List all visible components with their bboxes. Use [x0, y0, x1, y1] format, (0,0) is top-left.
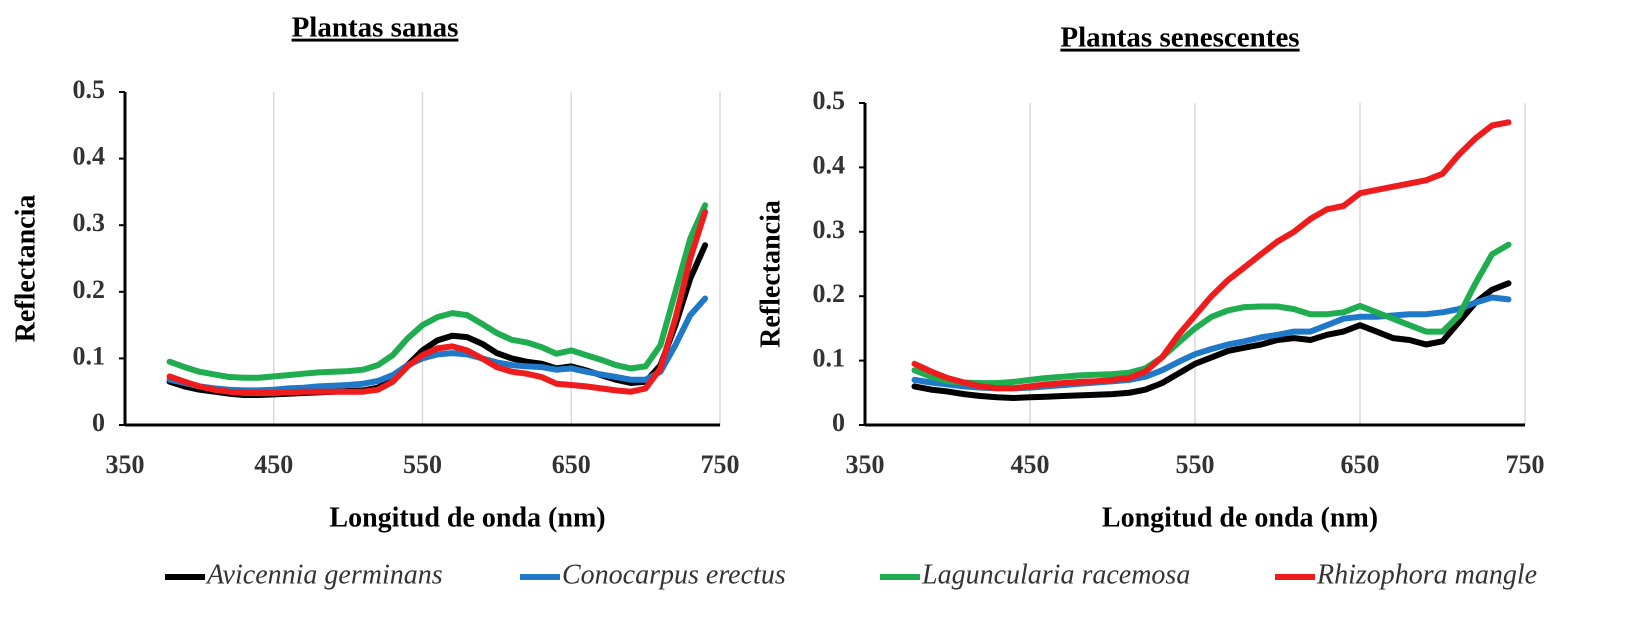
y-tick-label: 0.2 — [73, 275, 106, 304]
x-axis-label: Longitud de onda (nm) — [329, 502, 605, 533]
x-tick-label: 450 — [254, 450, 293, 479]
x-tick-label: 550 — [403, 450, 442, 479]
x-tick-label: 350 — [846, 450, 885, 479]
x-tick-label: 650 — [552, 450, 591, 479]
legend-label: Laguncularia racemosa — [921, 559, 1190, 590]
legend-label: Conocarpus erectus — [562, 559, 786, 590]
chart-title: Plantas sanas — [292, 12, 459, 44]
series-line — [166, 202, 709, 381]
series-line — [166, 208, 709, 396]
series-line — [911, 280, 1512, 401]
y-tick-label: 0 — [832, 408, 845, 437]
series-line — [911, 119, 1512, 392]
x-tick-label: 450 — [1011, 450, 1050, 479]
x-tick-label: 550 — [1176, 450, 1215, 479]
y-tick-label: 0.5 — [73, 75, 106, 104]
y-tick-label: 0.3 — [813, 215, 846, 244]
series-line — [911, 241, 1512, 387]
y-tick-label: 0.2 — [813, 279, 846, 308]
y-tick-label: 0.4 — [813, 150, 846, 179]
x-tick-label: 750 — [701, 450, 740, 479]
x-tick-label: 350 — [106, 450, 145, 479]
y-axis-label: Reflectancia — [10, 195, 41, 343]
y-tick-label: 0 — [92, 408, 105, 437]
y-axis-label: Reflectancia — [755, 200, 786, 348]
y-tick-label: 0.1 — [813, 344, 846, 373]
legend-label: Rhizophora mangle — [1316, 559, 1537, 590]
y-tick-label: 0.3 — [73, 208, 106, 237]
y-tick-label: 0.1 — [73, 341, 106, 370]
x-tick-label: 750 — [1506, 450, 1545, 479]
y-tick-label: 0.4 — [73, 142, 106, 171]
legend-label: Avicennia germinans — [205, 559, 443, 590]
y-tick-label: 0.5 — [813, 86, 846, 115]
chart-title: Plantas senescentes — [1060, 22, 1299, 54]
x-tick-label: 650 — [1341, 450, 1380, 479]
x-axis-label: Longitud de onda (nm) — [1102, 502, 1378, 533]
